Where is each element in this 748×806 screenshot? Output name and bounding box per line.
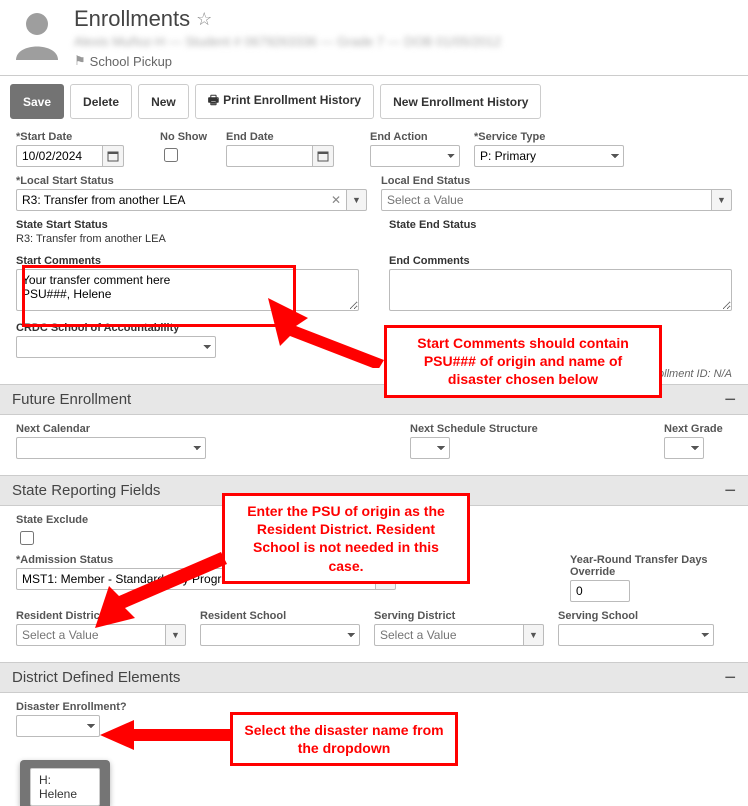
clear-icon[interactable]: ✕ [331,193,341,207]
service-type-label: Service Type [474,131,624,143]
annotation-disaster-dropdown: Select the disaster name from the dropdo… [230,712,458,766]
next-calendar-label: Next Calendar [16,423,216,435]
next-calendar-select[interactable] [16,437,206,459]
no-show-checkbox[interactable] [164,148,178,162]
title-text: Enrollments [74,6,190,32]
end-action-label: End Action [370,131,460,143]
start-comments-label: Start Comments [16,255,359,267]
state-start-status-value: R3: Transfer from another LEA [16,233,359,245]
star-icon[interactable]: ☆ [196,9,212,30]
disaster-dropdown-popup: H: Helene [20,760,110,806]
end-date-picker-button[interactable] [312,145,334,167]
start-date-label: Start Date [16,131,146,143]
no-show-label: No Show [160,131,212,143]
district-defined-header[interactable]: District Defined Elements− [0,662,748,693]
end-comments-textarea[interactable] [389,269,732,311]
chevron-down-icon[interactable]: ▼ [712,189,732,211]
school-pickup-line: ⚑ School Pickup [74,53,501,69]
end-comments-label: End Comments [389,255,732,267]
local-start-status-select[interactable] [16,189,347,211]
crdc-select[interactable] [16,336,216,358]
serving-district-select[interactable] [374,624,524,646]
end-date-input[interactable] [226,145,312,167]
collapse-icon: − [724,673,736,683]
next-grade-select[interactable] [664,437,704,459]
delete-button[interactable]: Delete [70,84,132,119]
annotation-resident-district: Enter the PSU of origin as the Resident … [222,493,470,584]
resident-district-label: Resident District [16,610,186,622]
chevron-down-icon[interactable]: ▼ [524,624,544,646]
calendar-icon [317,150,329,162]
flag-icon: ⚑ [74,53,86,69]
action-toolbar: Save Delete New 🖶Print Enrollment Histor… [0,76,748,127]
serving-district-label: Serving District [374,610,544,622]
disaster-enrollment-select[interactable] [16,715,100,737]
resident-school-select[interactable] [200,624,360,646]
next-grade-label: Next Grade [664,423,723,435]
disaster-option-helene[interactable]: H: Helene [30,768,100,806]
collapse-icon: − [724,486,736,496]
local-start-status-label: Local Start Status [16,175,367,187]
start-comments-textarea[interactable]: Your transfer comment here PSU###, Helen… [16,269,359,311]
serving-school-label: Serving School [558,610,718,622]
print-enrollment-button[interactable]: 🖶Print Enrollment History [195,84,374,119]
page-title: Enrollments ☆ [74,6,501,32]
start-date-picker-button[interactable] [102,145,124,167]
serving-school-select[interactable] [558,624,714,646]
student-subline: Alexis Muñoz-H — Student # 0679263336 — … [74,34,501,49]
pickup-text: School Pickup [90,54,172,69]
state-end-status-label: State End Status [389,219,732,231]
next-schedule-select[interactable] [410,437,450,459]
crdc-label: CRDC School of Accountability [16,322,359,334]
collapse-icon: − [724,395,736,405]
local-end-status-label: Local End Status [381,175,732,187]
resident-district-select[interactable] [16,624,166,646]
new-button[interactable]: New [138,84,189,119]
avatar [10,6,64,60]
calendar-icon [107,150,119,162]
annotation-start-comments: Start Comments should contain PSU### of … [384,325,662,398]
page-header: Enrollments ☆ Alexis Muñoz-H — Student #… [0,0,748,76]
resident-school-label: Resident School [200,610,360,622]
chevron-down-icon[interactable]: ▼ [166,624,186,646]
start-date-input[interactable] [16,145,102,167]
future-enrollment-section: Next Calendar Next Schedule Structure Ne… [0,415,748,475]
state-start-status-label: State Start Status [16,219,359,231]
chevron-down-icon[interactable]: ▼ [347,189,367,211]
save-button[interactable]: Save [10,84,64,119]
end-action-select[interactable] [370,145,460,167]
year-round-input[interactable] [570,580,630,602]
year-round-label: Year-Round Transfer Days Override [570,554,730,578]
next-schedule-label: Next Schedule Structure [410,423,650,435]
service-type-select[interactable]: P: Primary [474,145,624,167]
local-end-status-select[interactable] [381,189,712,211]
header-text: Enrollments ☆ Alexis Muñoz-H — Student #… [74,6,501,75]
end-date-label: End Date [226,131,356,143]
new-enrollment-history-button[interactable]: New Enrollment History [380,84,541,119]
state-exclude-checkbox[interactable] [20,531,34,545]
print-icon: 🖶 [208,93,219,107]
